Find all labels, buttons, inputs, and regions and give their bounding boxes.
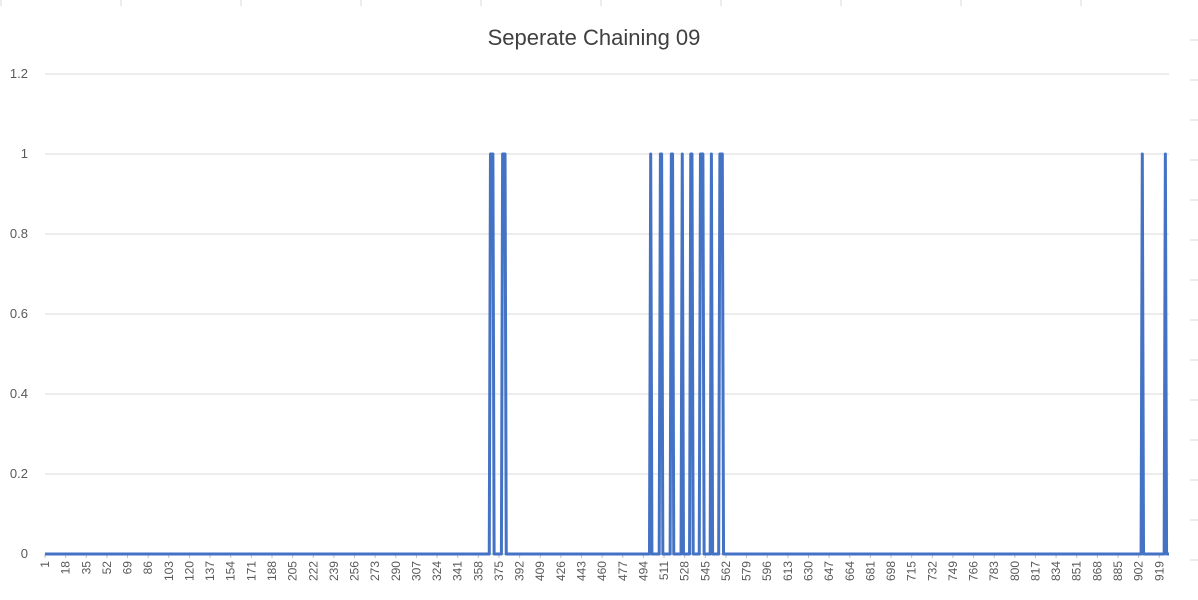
- y-tick-label: 0.8: [10, 226, 28, 241]
- y-tick-label: 0: [21, 546, 28, 561]
- x-tick-label: 800: [1008, 561, 1022, 581]
- y-gridlines: [45, 73, 1169, 475]
- x-tick-label: 732: [925, 561, 939, 581]
- y-tick-label: 1: [21, 146, 28, 161]
- x-tick-label: 324: [430, 561, 444, 581]
- x-tick-label: 919: [1152, 561, 1166, 581]
- x-tick-label: 1: [38, 561, 52, 568]
- x-tick-label: 18: [59, 561, 73, 575]
- x-tick-label: 188: [265, 561, 279, 581]
- y-tick-label: 0.4: [10, 386, 28, 401]
- x-tick-label: 885: [1111, 561, 1125, 581]
- x-tick-label: 647: [822, 561, 836, 581]
- x-tick-label: 494: [636, 561, 650, 581]
- x-tick-label: 664: [843, 561, 857, 581]
- x-tick-label: 52: [100, 561, 114, 575]
- x-tick-label: 715: [905, 561, 919, 581]
- x-tick-label: 69: [121, 561, 135, 575]
- y-tick-labels: 0 0.2 0.4 0.6 0.8 1 1.2: [10, 66, 28, 561]
- y-tick-label: 0.6: [10, 306, 28, 321]
- x-tick-label: 154: [224, 561, 238, 581]
- x-tick-label: 392: [513, 561, 527, 581]
- x-tick-label: 783: [987, 561, 1001, 581]
- x-tick-label: 834: [1049, 561, 1063, 581]
- series-group: [44, 152, 1170, 556]
- x-tick-label: 239: [327, 561, 341, 581]
- x-tick-label: 409: [533, 561, 547, 581]
- x-tick-label: 681: [863, 561, 877, 581]
- x-tick-label: 596: [760, 561, 774, 581]
- x-tick-label: 256: [348, 561, 362, 581]
- x-tick-label: 171: [244, 561, 258, 581]
- x-tick-label: 528: [678, 561, 692, 581]
- x-tick-label: 613: [781, 561, 795, 581]
- y-tick-label: 0.2: [10, 466, 28, 481]
- x-tick-label: 545: [698, 561, 712, 581]
- x-tick-labels: 1 18 35 52 69 86 103 120 137 154 171 188 205 222 239 25…: [38, 554, 1166, 581]
- x-tick-label: 562: [719, 561, 733, 581]
- x-tick-label: 511: [657, 561, 671, 580]
- spreadsheet-gridlines: [0, 0, 1198, 561]
- x-tick-label: 273: [368, 561, 382, 581]
- x-tick-label: 120: [182, 561, 196, 581]
- x-tick-label: 698: [884, 561, 898, 581]
- x-tick-label: 222: [306, 561, 320, 581]
- x-tick-label: 868: [1090, 561, 1104, 581]
- y-tick-label: 1.2: [10, 66, 28, 81]
- x-tick-label: 205: [286, 561, 300, 581]
- x-tick-label: 290: [389, 561, 403, 581]
- x-tick-label: 358: [471, 561, 485, 581]
- x-tick-label: 817: [1028, 561, 1042, 581]
- chart-title: Seperate Chaining 09: [488, 25, 701, 50]
- x-tick-label: 902: [1132, 561, 1146, 581]
- x-tick-label: 749: [946, 561, 960, 581]
- x-tick-label: 460: [595, 561, 609, 581]
- x-tick-label: 375: [492, 561, 506, 581]
- x-tick-label: 307: [409, 561, 423, 581]
- x-tick-label: 137: [203, 561, 217, 581]
- x-tick-label: 35: [79, 561, 93, 575]
- x-tick-label: 443: [575, 561, 589, 581]
- series-line: [44, 152, 1170, 556]
- x-tick-label: 477: [616, 561, 630, 581]
- x-tick-label: 851: [1070, 561, 1084, 581]
- x-tick-label: 579: [740, 561, 754, 581]
- x-tick-label: 86: [141, 561, 155, 575]
- x-tick-label: 630: [801, 561, 815, 581]
- x-tick-label: 341: [451, 561, 465, 581]
- x-tick-label: 103: [162, 561, 176, 581]
- x-tick-label: 766: [967, 561, 981, 581]
- x-tick-label: 426: [554, 561, 568, 581]
